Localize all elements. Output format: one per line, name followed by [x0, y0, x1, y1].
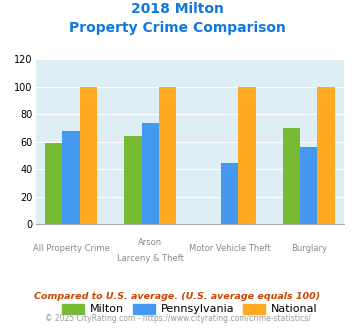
Text: Property Crime Comparison: Property Crime Comparison	[69, 21, 286, 35]
Bar	[62, 131, 80, 224]
Text: Burglary: Burglary	[291, 244, 327, 253]
Text: Arson: Arson	[138, 238, 162, 247]
Bar	[238, 87, 256, 224]
Bar	[283, 128, 300, 224]
Text: All Property Crime: All Property Crime	[33, 244, 109, 253]
Bar	[221, 162, 238, 224]
Bar	[300, 148, 317, 224]
Text: Compared to U.S. average. (U.S. average equals 100): Compared to U.S. average. (U.S. average …	[34, 292, 321, 301]
Text: Motor Vehicle Theft: Motor Vehicle Theft	[189, 244, 271, 253]
Legend: Milton, Pennsylvania, National: Milton, Pennsylvania, National	[58, 299, 322, 319]
Bar	[124, 136, 142, 224]
Bar	[45, 143, 62, 224]
Bar	[159, 87, 176, 224]
Bar	[142, 123, 159, 224]
Text: Larceny & Theft: Larceny & Theft	[117, 254, 184, 263]
Text: © 2025 CityRating.com - https://www.cityrating.com/crime-statistics/: © 2025 CityRating.com - https://www.city…	[45, 314, 310, 323]
Bar	[80, 87, 97, 224]
Bar	[317, 87, 335, 224]
Text: 2018 Milton: 2018 Milton	[131, 2, 224, 16]
